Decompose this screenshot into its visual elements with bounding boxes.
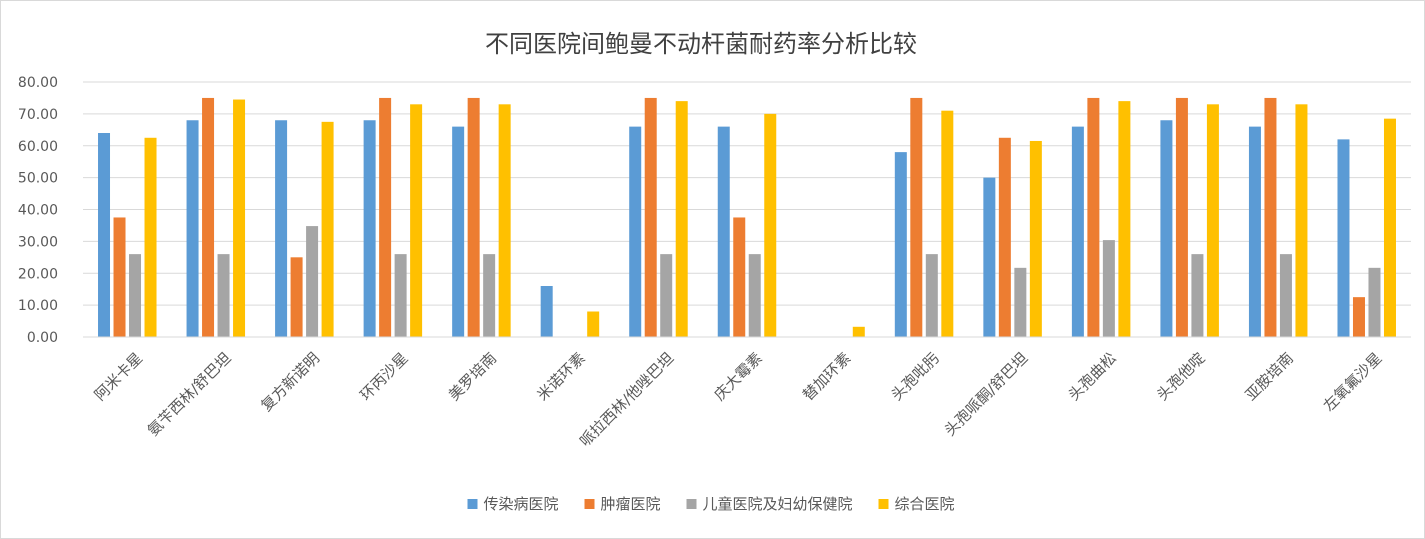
bar-3-8 — [852, 326, 865, 337]
bar-2-10 — [1014, 267, 1027, 337]
bar-3-10 — [1029, 140, 1042, 337]
bar-3-5 — [587, 311, 600, 337]
bar-3-14 — [1383, 118, 1396, 337]
legend-label: 儿童医院及妇幼保健院 — [703, 495, 853, 513]
x-category-label: 替加环素 — [799, 349, 854, 404]
legend-label: 肿瘤医院 — [601, 495, 661, 513]
bar-2-6 — [660, 254, 673, 337]
bar-1-10 — [998, 137, 1011, 337]
y-tick-label: 40.00 — [18, 203, 58, 219]
bar-0-3 — [363, 120, 376, 337]
legend-label: 综合医院 — [895, 495, 955, 513]
bar-3-12 — [1206, 104, 1219, 337]
x-category-label: 环丙沙星 — [356, 349, 411, 404]
bar-0-14 — [1337, 139, 1350, 337]
bar-3-7 — [764, 113, 777, 337]
chart-title: 不同医院间鲍曼不动杆菌耐药率分析比较 — [485, 30, 917, 58]
x-category-label: 复方新诺明 — [257, 349, 323, 415]
y-tick-label: 0.00 — [27, 330, 58, 346]
bar-3-2 — [321, 121, 334, 337]
bar-0-10 — [983, 177, 996, 337]
bar-3-13 — [1295, 104, 1308, 337]
legend: 传染病医院 肿瘤医院 儿童医院及妇幼保健院 综合医院 — [467, 495, 955, 513]
y-tick-label: 50.00 — [18, 171, 58, 187]
x-category-label: 庆大霉素 — [711, 349, 766, 404]
bar-0-4 — [452, 126, 465, 337]
bar-0-6 — [629, 126, 642, 337]
bar-2-4 — [483, 254, 496, 337]
bar-2-12 — [1191, 254, 1204, 337]
bar-1-1 — [202, 97, 215, 337]
y-tick-label: 10.00 — [18, 298, 58, 314]
x-category-label: 亚胺培南 — [1242, 349, 1297, 404]
bar-0-11 — [1071, 126, 1084, 337]
bar-0-1 — [186, 120, 199, 337]
legend-swatch — [467, 499, 478, 509]
y-tick-label: 60.00 — [18, 139, 58, 155]
bar-1-14 — [1352, 297, 1365, 337]
bars — [98, 97, 1396, 337]
legend-swatch — [584, 499, 595, 509]
x-category-label: 哌拉西林/他唑巴坦 — [576, 349, 677, 450]
bar-3-4 — [498, 104, 511, 337]
x-category-label: 美罗培南 — [445, 349, 500, 404]
bar-0-12 — [1160, 120, 1173, 337]
bar-2-11 — [1102, 240, 1115, 337]
bar-1-9 — [910, 97, 923, 337]
y-tick-label: 30.00 — [18, 234, 58, 250]
x-category-label: 阿米卡星 — [91, 349, 146, 404]
bar-1-6 — [644, 97, 657, 337]
bar-1-4 — [467, 97, 480, 337]
bar-0-7 — [717, 126, 730, 337]
x-category-label: 米诺环素 — [534, 349, 589, 404]
gridlines — [83, 81, 1411, 306]
bar-3-3 — [410, 104, 423, 337]
legend-label: 传染病医院 — [484, 495, 559, 513]
y-axis-tick-labels: 0.00 10.00 20.00 30.00 40.00 50.00 60.00 70.00 8… — [18, 75, 58, 346]
x-category-label: 头孢他啶 — [1153, 349, 1208, 404]
bar-1-11 — [1087, 97, 1100, 337]
legend-swatch — [686, 499, 697, 509]
y-tick-label: 80.00 — [18, 75, 58, 91]
bar-2-3 — [394, 254, 407, 337]
bar-2-0 — [129, 254, 142, 337]
bar-3-9 — [941, 110, 954, 337]
bar-1-3 — [379, 97, 392, 337]
x-category-label: 头孢哌酮/舒巴坦 — [941, 349, 1032, 440]
bar-2-2 — [306, 226, 319, 337]
bar-2-14 — [1368, 267, 1381, 337]
legend-swatch — [878, 499, 889, 509]
bar-3-0 — [144, 137, 157, 337]
bar-1-2 — [290, 257, 303, 337]
bar-0-9 — [894, 152, 907, 337]
bar-1-12 — [1175, 97, 1188, 337]
bar-2-9 — [925, 254, 938, 337]
bar-1-13 — [1264, 97, 1277, 337]
x-category-label: 头孢曲松 — [1065, 349, 1120, 404]
bar-0-0 — [98, 133, 111, 337]
bar-0-2 — [275, 120, 288, 337]
x-category-label: 氨苄西林/舒巴坦 — [144, 349, 235, 440]
bar-3-6 — [675, 101, 688, 337]
bar-2-7 — [748, 254, 761, 337]
bar-3-11 — [1118, 101, 1131, 337]
bar-1-7 — [733, 217, 746, 337]
y-tick-label: 70.00 — [18, 107, 58, 123]
x-category-label: 左氧氟沙星 — [1320, 349, 1386, 415]
bar-1-0 — [113, 217, 126, 337]
bar-0-13 — [1248, 126, 1261, 337]
bar-0-5 — [540, 286, 553, 337]
bar-2-1 — [217, 254, 230, 337]
bar-3-1 — [233, 99, 246, 337]
bar-2-13 — [1279, 254, 1292, 337]
x-category-label: 头孢吡肟 — [888, 349, 943, 404]
y-tick-label: 20.00 — [18, 266, 58, 282]
